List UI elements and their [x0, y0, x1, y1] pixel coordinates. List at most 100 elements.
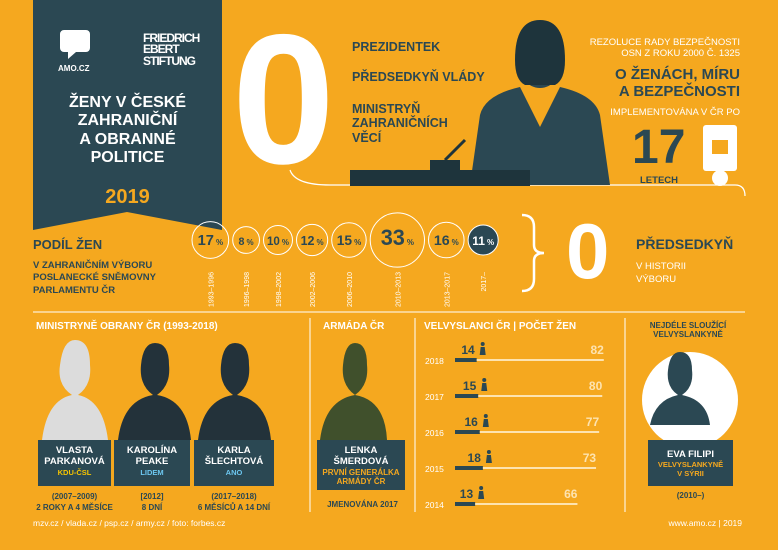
duration: 8 DNÍ	[141, 503, 163, 512]
title: VELVYSLANCI ČR	[424, 321, 511, 332]
women-bar	[455, 358, 477, 362]
men-bar	[482, 467, 597, 469]
role: PRVNÍ GENERÁLKA	[322, 467, 400, 477]
period-label: 2010–2013	[395, 272, 402, 307]
period-label: 2002–2006	[310, 272, 317, 307]
fes-logo-line: STIFTUNG	[143, 53, 196, 68]
period-label: 2006–2010	[347, 272, 354, 307]
period-label: 1993–1996	[208, 272, 215, 307]
party: LIDEM	[140, 467, 164, 477]
period-label: 1998–2002	[276, 272, 283, 307]
year-label: 2014	[425, 500, 444, 510]
icon-body	[478, 491, 485, 499]
women-count: 16	[464, 415, 478, 429]
year-label: 2017	[425, 392, 444, 402]
share-unit: %	[216, 238, 223, 247]
woman-icon	[482, 414, 489, 427]
term: [2012]	[140, 492, 164, 501]
title-line: ZAHRANIČNÍ	[77, 112, 178, 130]
committee-subtitle: V ZAHRANIČNÍM VÝBORU POSLANECKÉ SNĚMOVNY…	[33, 260, 156, 297]
icon-head	[479, 486, 484, 490]
share-value: 15	[337, 233, 353, 248]
share-label: 33%	[381, 225, 414, 250]
duration: 6 MĚSÍCŮ A 14 DNÍ	[197, 503, 271, 512]
women-bar	[455, 466, 483, 470]
share-chart: 17 % 1993–1996 8 % 1996–1998 10 % 1998–2002 12 % 20…	[191, 212, 499, 307]
share-unit: %	[487, 238, 494, 247]
women-count: 18	[468, 451, 482, 465]
brace	[521, 213, 545, 293]
role: V SÝRII	[677, 469, 704, 479]
chairs-zero: 0	[566, 207, 610, 295]
sources: mzv.cz / vlada.cz / psp.cz / army.cz / f…	[33, 518, 226, 528]
fes-logo-line: EBERT	[143, 42, 180, 57]
subtitle-line: POSLANECKÉ SNĚMOVNY	[33, 272, 156, 284]
men-count: 66	[564, 487, 578, 501]
section-title: MINISTRYNĚ OBRANY ČR (1993-2018)	[36, 321, 218, 332]
committee-title: PODÍL ŽEN	[33, 237, 103, 252]
sub-line: VÝBORU	[636, 274, 677, 286]
chairs-sub: V HISTORII VÝBORU	[636, 260, 686, 287]
duration: 2 ROKY A 4 MĚSÍCE	[36, 503, 113, 512]
speaker-figure	[350, 20, 610, 186]
title-line: O ŽENÁCH, MÍRU	[615, 66, 740, 83]
share-label: 11%	[472, 234, 494, 248]
subtitle: POČET ŽEN	[518, 321, 577, 332]
term: (2010–)	[676, 491, 705, 500]
fes-logo-line: FRIEDRICH	[143, 31, 200, 45]
year-label: 2015	[425, 464, 444, 474]
role: ARMÁDY ČR	[336, 477, 386, 487]
zero-item: PŘEDSEDKYŇ VLÁDY	[352, 70, 485, 84]
share-bubble	[296, 223, 329, 257]
name: VLASTA	[55, 445, 94, 456]
icon-head	[480, 342, 485, 346]
icon-head	[482, 378, 487, 382]
icon-body	[482, 419, 489, 427]
title-line: ŽENY V ČESKÉ	[68, 94, 187, 111]
share-label: 8%	[239, 236, 254, 248]
name: ŠMERDOVÁ	[333, 456, 389, 468]
ambassador-chart: 2018 14 82 2017 15 80 2016 16 77 2015 18 73 2014 13 66	[425, 342, 604, 510]
name-box: EVA FILIPI VELVYSLANKYNĚ V SÝRII	[648, 440, 733, 486]
share-value: 10	[267, 235, 280, 248]
year: 2019	[105, 186, 150, 208]
certificate-icon	[703, 125, 737, 186]
intro-line: REZOLUCE RADY BEZPEČNOSTI	[589, 37, 740, 48]
icon-head	[483, 414, 488, 418]
share-value: 12	[301, 234, 315, 248]
share-label: 16%	[434, 233, 459, 249]
share-unit: %	[247, 238, 254, 247]
share-bubble	[331, 222, 367, 258]
women-bar	[455, 394, 479, 398]
title-line: A BEZPEČNOSTI	[618, 83, 740, 101]
name: EVA FILIPI	[667, 449, 714, 460]
name: PEAKE	[135, 456, 169, 468]
women-count: 14	[461, 343, 475, 357]
icon-head	[486, 450, 491, 454]
women-count: 13	[460, 487, 474, 501]
share-bubble	[428, 221, 465, 259]
party: ANO	[225, 467, 243, 477]
party: KDU-ČSL	[57, 467, 92, 477]
chairs-label: PŘEDSEDKYŇ	[636, 236, 734, 252]
woman-icon	[479, 342, 486, 355]
title-line: VELVYSLANKYNĚ	[653, 330, 723, 340]
icon-body	[485, 455, 492, 463]
men-bar	[475, 503, 578, 505]
title-line: POLITICE	[90, 149, 165, 167]
share-label: 10%	[267, 235, 289, 248]
resolution-intro: REZOLUCE RADY BEZPEČNOSTI OSN Z ROKU 200…	[589, 37, 740, 60]
term: (2017–2018)	[211, 492, 257, 501]
share-bubble	[467, 224, 499, 256]
share-unit: %	[452, 238, 459, 247]
year-label: 2018	[425, 356, 444, 366]
woman-icon	[485, 450, 492, 463]
intro-line: OSN Z ROKU 2000 Č. 1325	[621, 47, 740, 59]
zero-item: MINISTRYŇ ZAHRANIČNÍCH VĚCÍ	[352, 102, 448, 145]
men-count: 82	[590, 343, 604, 357]
share-value: 16	[434, 233, 450, 249]
zero-item: PREZIDENTEK	[352, 40, 441, 54]
fes-logo: FRIEDRICH EBERT STIFTUNG	[143, 31, 200, 68]
